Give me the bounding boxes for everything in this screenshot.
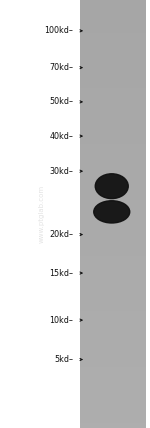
Text: 15kd–: 15kd– bbox=[50, 268, 74, 278]
Text: 40kd–: 40kd– bbox=[50, 131, 74, 141]
Text: 20kd–: 20kd– bbox=[50, 230, 74, 239]
Text: 30kd–: 30kd– bbox=[50, 166, 74, 176]
Text: 100kd–: 100kd– bbox=[45, 26, 74, 36]
Text: www.ptglab.com: www.ptglab.com bbox=[39, 185, 45, 243]
Text: 5kd–: 5kd– bbox=[54, 355, 74, 364]
Text: 50kd–: 50kd– bbox=[50, 97, 74, 107]
Ellipse shape bbox=[94, 201, 130, 223]
Text: 10kd–: 10kd– bbox=[50, 315, 74, 325]
Text: 70kd–: 70kd– bbox=[50, 63, 74, 72]
Ellipse shape bbox=[95, 174, 128, 199]
